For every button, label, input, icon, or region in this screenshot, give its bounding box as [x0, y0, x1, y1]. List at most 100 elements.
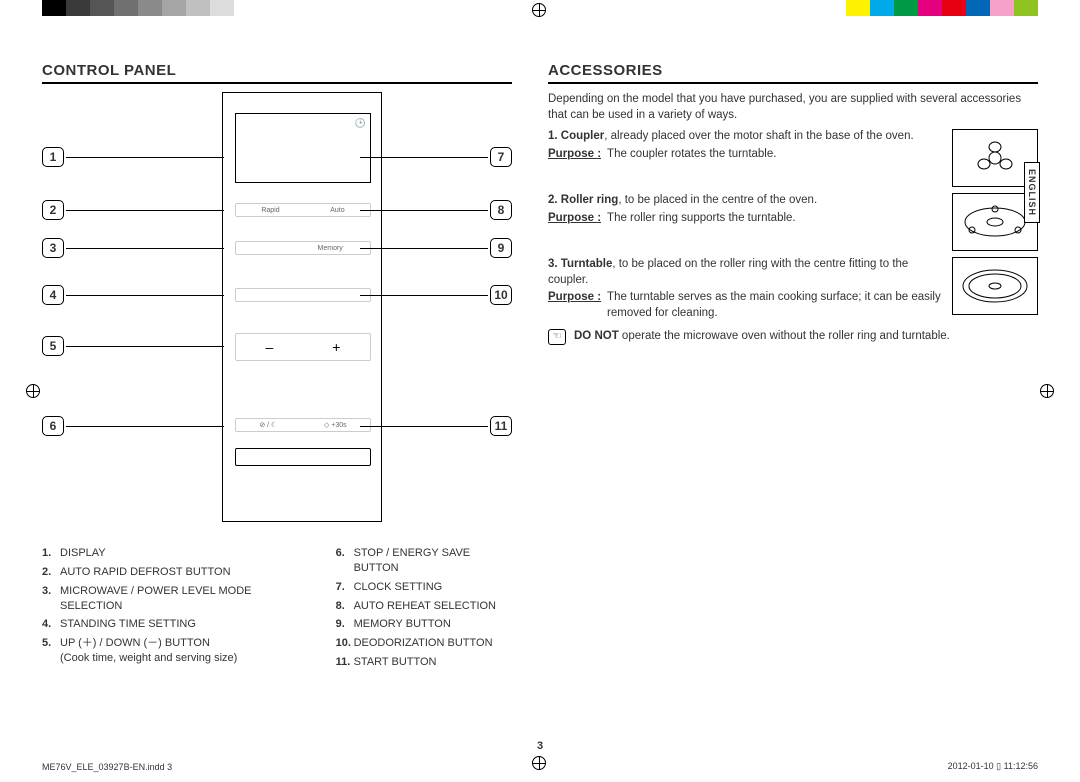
accessory-text: 2. Roller ring, to be placed in the cent… [548, 193, 944, 226]
registration-mark-icon [26, 384, 40, 398]
callout-number: 6 [42, 416, 64, 436]
legend-num: 8. [336, 599, 354, 614]
legend-item: 6.STOP / ENERGY SAVE BUTTON [336, 546, 512, 576]
callout-leader [66, 248, 224, 249]
callout-leader [66, 210, 224, 211]
legend-num: 6. [336, 546, 354, 576]
label: Memory [318, 245, 343, 252]
panel-row-stop-start: ⊘ / ☾ ◇ +30s [235, 418, 371, 432]
callout-leader [66, 426, 224, 427]
callout-leader [66, 346, 224, 347]
footer-timestamp: 2012-01-10 ▯ 11:12:56 [948, 761, 1038, 772]
control-panel-legend: 1.DISPLAY2.AUTO RAPID DEFROST BUTTON3.MI… [42, 546, 512, 674]
callout-number: 5 [42, 336, 64, 356]
legend-text: AUTO REHEAT SELECTION [354, 599, 496, 614]
callout-number: 7 [490, 147, 512, 167]
panel-row-power: Memory [235, 241, 371, 255]
legend-item: 8.AUTO REHEAT SELECTION [336, 599, 512, 614]
callout-leader [360, 426, 488, 427]
callout-2: 2 [42, 200, 224, 220]
legend-item: 9.MEMORY BUTTON [336, 617, 512, 632]
accessory-item: 2. Roller ring, to be placed in the cent… [548, 193, 1038, 251]
legend-num: 9. [336, 617, 354, 632]
legend-text: MICROWAVE / POWER LEVEL MODE SELECTION [60, 584, 308, 614]
legend-col-2: 6.STOP / ENERGY SAVE BUTTON7.CLOCK SETTI… [336, 546, 512, 674]
accessory-item: 1. Coupler, already placed over the moto… [548, 129, 1038, 187]
callout-number: 3 [42, 238, 64, 258]
callout-5: 5 [42, 336, 224, 356]
registration-mark-icon [1040, 384, 1054, 398]
section-heading: ACCESSORIES [548, 62, 1038, 84]
legend-text: DISPLAY [60, 546, 106, 561]
accessory-text: 3. Turntable, to be placed on the roller… [548, 257, 944, 321]
legend-item: 1.DISPLAY [42, 546, 308, 561]
accessory-name: Roller ring [561, 194, 619, 206]
legend-subtext: (Cook time, weight and serving size) [60, 651, 237, 666]
purpose-label: Purpose : [548, 290, 601, 321]
panel-row-updown: – + [235, 333, 371, 361]
legend-num: 4. [42, 617, 60, 632]
print-colorbar-left [42, 0, 258, 16]
legend-text: AUTO RAPID DEFROST BUTTON [60, 565, 231, 580]
callout-3: 3 [42, 238, 224, 258]
callout-9: 9 [360, 238, 512, 258]
note-emphasis: DO NOT [574, 330, 619, 342]
accessory-num: 1. [548, 130, 561, 142]
accessories-intro: Depending on the model that you have pur… [548, 92, 1038, 123]
note-body: operate the microwave oven without the r… [619, 330, 950, 342]
plus-icon: + [332, 339, 340, 355]
control-panel-diagram: 🕒 Rapid Auto Memory – + ⊘ / ☾ ◇ +30s [42, 92, 512, 532]
hand-pointer-icon: ☜ [548, 329, 566, 345]
accessory-desc: , already placed over the motor shaft in… [604, 130, 913, 142]
legend-num: 7. [336, 580, 354, 595]
footer-filename: ME76V_ELE_03927B-EN.indd 3 [42, 762, 172, 772]
purpose-label: Purpose : [548, 211, 601, 227]
callout-number: 8 [490, 200, 512, 220]
note-text: DO NOT operate the microwave oven withou… [574, 329, 950, 345]
callout-number: 2 [42, 200, 64, 220]
callout-number: 4 [42, 285, 64, 305]
legend-item: 10.DEODORIZATION BUTTON [336, 636, 512, 651]
legend-num: 1. [42, 546, 60, 561]
legend-num: 3. [42, 584, 60, 614]
manual-page: CONTROL PANEL 🕒 Rapid Auto Memory – [42, 62, 1038, 756]
panel-door-button [235, 448, 371, 466]
legend-col-1: 1.DISPLAY2.AUTO RAPID DEFROST BUTTON3.MI… [42, 546, 308, 674]
start-icon: ◇ +30s [324, 421, 347, 429]
minus-icon: – [266, 339, 274, 355]
callout-10: 10 [360, 285, 512, 305]
legend-num: 10. [336, 636, 354, 651]
accessory-text: 1. Coupler, already placed over the moto… [548, 129, 944, 162]
panel-row-defrost: Rapid Auto [235, 203, 371, 217]
callout-leader [360, 295, 488, 296]
panel-outline: 🕒 Rapid Auto Memory – + ⊘ / ☾ ◇ +30s [222, 92, 382, 522]
control-panel-section: CONTROL PANEL 🕒 Rapid Auto Memory – [42, 62, 512, 674]
callout-leader [360, 157, 488, 158]
legend-item: 5.UP (＋) / DOWN (－) BUTTON(Cook time, we… [42, 636, 308, 666]
callout-7: 7 [360, 147, 512, 167]
accessory-name: Coupler [561, 130, 604, 142]
callout-11: 11 [360, 416, 512, 436]
legend-text: STOP / ENERGY SAVE BUTTON [354, 546, 512, 576]
panel-row-standing [235, 288, 371, 302]
callout-6: 6 [42, 416, 224, 436]
callout-4: 4 [42, 285, 224, 305]
accessories-section: ACCESSORIES Depending on the model that … [548, 62, 1038, 345]
warning-note: ☜ DO NOT operate the microwave oven with… [548, 329, 1038, 345]
callout-leader [66, 295, 224, 296]
callout-number: 10 [490, 285, 512, 305]
panel-display: 🕒 [235, 113, 371, 183]
legend-item: 3.MICROWAVE / POWER LEVEL MODE SELECTION [42, 584, 308, 614]
legend-item: 11.START BUTTON [336, 655, 512, 670]
purpose-text: The roller ring supports the turntable. [607, 211, 796, 227]
legend-num: 2. [42, 565, 60, 580]
label: Auto [330, 207, 344, 214]
accessory-illustration [952, 257, 1038, 315]
callout-8: 8 [360, 200, 512, 220]
accessories-list: 1. Coupler, already placed over the moto… [548, 129, 1038, 321]
print-colorbar-right [822, 0, 1038, 16]
legend-text: MEMORY BUTTON [354, 617, 451, 632]
callout-leader [360, 248, 488, 249]
accessory-name: Turntable [561, 258, 613, 270]
purpose-label: Purpose : [548, 147, 601, 163]
